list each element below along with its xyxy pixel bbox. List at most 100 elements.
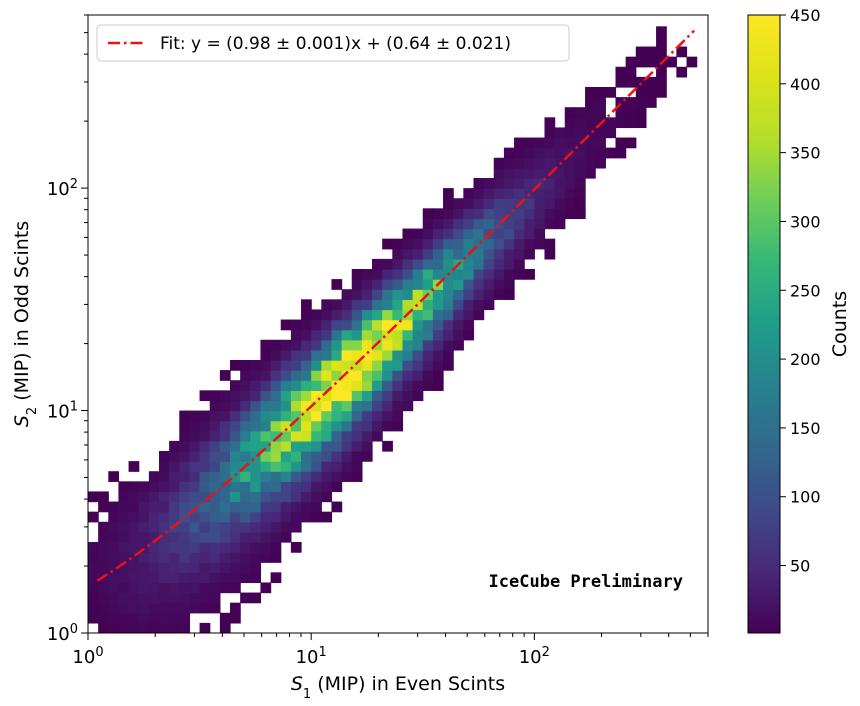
legend: Fit: y = (0.98 ± 0.001)x + (0.64 ± 0.021…	[96, 24, 570, 62]
heatmap-cell	[432, 248, 444, 260]
heatmap-cell	[585, 147, 596, 159]
heatmap-cell	[493, 198, 505, 209]
heatmap-cell	[138, 562, 150, 573]
heatmap-cell	[230, 420, 241, 432]
heatmap-cell	[422, 309, 434, 321]
heatmap-cell	[88, 612, 99, 624]
heatmap-cell	[98, 592, 109, 604]
heatmap-cell	[169, 511, 180, 523]
heatmap-cell	[179, 461, 191, 472]
heatmap-cell	[321, 471, 333, 482]
heatmap-cell	[341, 359, 353, 371]
heatmap-cell	[189, 572, 201, 584]
heatmap-cell	[635, 107, 647, 118]
heatmap-cell	[219, 461, 231, 472]
heatmap-cell	[260, 511, 272, 523]
heatmap-cell	[544, 177, 556, 189]
heatmap-cell	[209, 542, 221, 553]
heatmap-cell	[209, 602, 221, 614]
heatmap-cell	[189, 582, 201, 594]
heatmap-cell	[260, 410, 272, 422]
heatmap-cell	[645, 56, 657, 68]
heatmap-cell	[503, 268, 515, 280]
heatmap-cell	[189, 542, 201, 553]
heatmap-cell	[108, 471, 120, 482]
heatmap-cell	[534, 157, 546, 169]
heatmap-cell	[179, 552, 191, 563]
heatmap-cell	[219, 451, 231, 462]
heatmap-cell	[250, 491, 262, 503]
heatmap-cell	[463, 299, 475, 311]
heatmap-cell	[148, 552, 160, 563]
heatmap-cell	[483, 299, 495, 311]
heatmap-cell	[351, 319, 363, 331]
heatmap-cell	[351, 390, 363, 402]
heatmap-cell	[402, 349, 414, 361]
heatmap-cell	[585, 167, 596, 179]
heatmap-cell	[148, 572, 160, 584]
heatmap-cell	[372, 430, 383, 442]
heatmap-cell	[250, 521, 262, 533]
heatmap-cell	[321, 420, 333, 432]
heatmap-cell	[250, 542, 262, 553]
heatmap-cell	[625, 97, 637, 108]
heatmap-cell	[260, 481, 272, 493]
heatmap-cell	[585, 107, 596, 118]
heatmap-cell	[209, 582, 221, 594]
heatmap-cell	[331, 501, 343, 513]
heatmap-cell	[148, 501, 160, 513]
heatmap-cell	[118, 582, 130, 594]
heatmap-cell	[311, 491, 322, 503]
heatmap-cell	[341, 289, 353, 300]
heatmap-cell	[290, 359, 302, 371]
heatmap-cell	[321, 430, 333, 442]
heatmap-cell	[514, 268, 525, 280]
heatmap-cell	[240, 359, 251, 371]
heatmap-cell	[331, 380, 343, 391]
heatmap-cell	[554, 147, 566, 159]
heatmap-cell	[372, 309, 383, 321]
heatmap-cell	[209, 430, 221, 442]
heatmap-cell	[270, 370, 282, 381]
heatmap-cell	[219, 531, 231, 543]
heatmap-cell	[605, 127, 617, 139]
heatmap-cell	[412, 279, 424, 290]
heatmap-cell	[250, 359, 262, 371]
heatmap-cell	[128, 491, 140, 503]
heatmap-cell	[260, 349, 272, 361]
heatmap-cell	[341, 471, 353, 482]
heatmap-cell	[473, 177, 485, 189]
heatmap-cell	[280, 440, 292, 452]
heatmap-cell	[290, 481, 302, 493]
heatmap-cell	[209, 410, 221, 422]
heatmap-cell	[301, 491, 312, 503]
heatmap-cell	[301, 440, 312, 452]
heatmap-cell	[422, 339, 434, 351]
heatmap-cell	[148, 562, 160, 573]
heatmap-cell	[301, 420, 312, 432]
heatmap-cell	[412, 380, 424, 391]
heatmap-cell	[564, 127, 576, 139]
heatmap-cell	[574, 208, 586, 220]
heatmap-cell	[230, 471, 241, 482]
y-tick-label: 100	[47, 622, 78, 646]
heatmap-cell	[311, 420, 322, 432]
heatmap-cell	[179, 562, 191, 573]
heatmap-cell	[270, 400, 282, 412]
heatmap-cell	[524, 208, 535, 220]
heatmap-cell	[199, 481, 211, 493]
heatmap-cell	[230, 461, 241, 472]
heatmap-cell	[321, 491, 333, 503]
heatmap-cell	[159, 531, 170, 543]
heatmap-cell	[402, 359, 414, 371]
heatmap-cell	[148, 491, 160, 503]
heatmap-cell	[372, 319, 383, 331]
heatmap-cell	[503, 258, 515, 270]
heatmap-cell	[372, 400, 383, 412]
heatmap-cell	[311, 309, 322, 321]
heatmap-cell	[544, 157, 556, 169]
heatmap-cell	[159, 562, 170, 573]
heatmap-cell	[88, 592, 99, 604]
heatmap-cell	[392, 289, 404, 300]
heatmap-cell	[128, 461, 140, 472]
